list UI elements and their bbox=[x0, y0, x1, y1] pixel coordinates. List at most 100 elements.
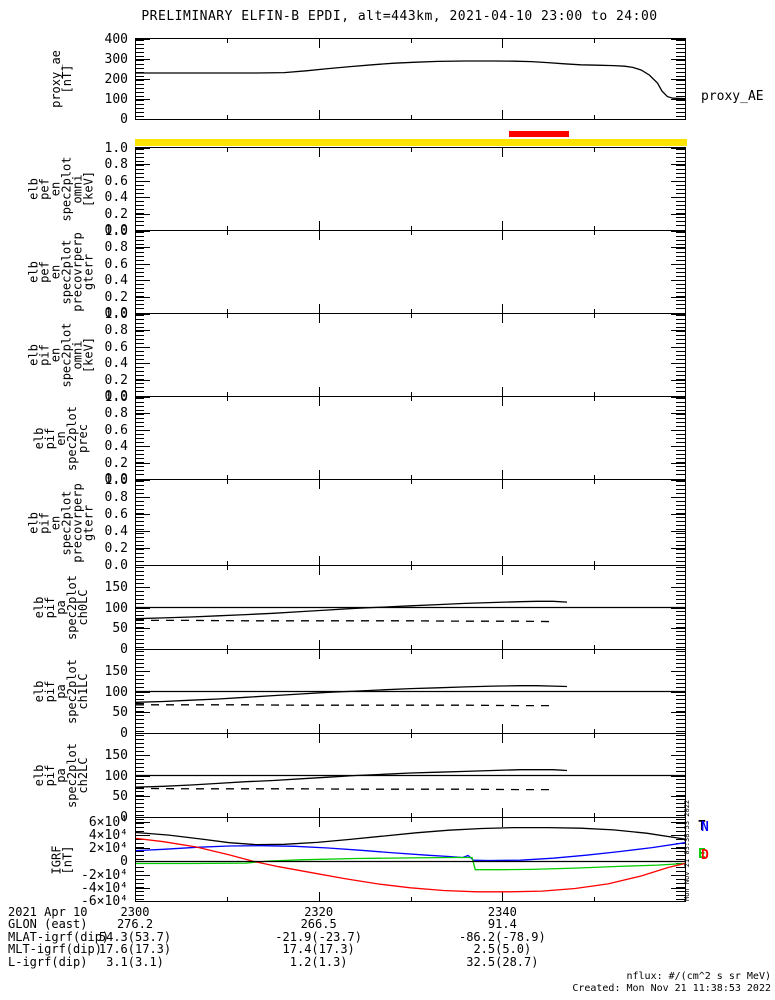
y-tick-label: 0.6 bbox=[104, 340, 128, 355]
y-major-tick-right bbox=[671, 430, 685, 431]
y-tick-label: 0.4 bbox=[104, 273, 128, 288]
y-tick-label: 100 bbox=[104, 601, 128, 616]
panel-ylabel-text: elb pif en spec2plot precovrperp gterr bbox=[26, 482, 96, 563]
y-major-tick-left bbox=[136, 497, 150, 498]
series-losscone_ch0 bbox=[136, 619, 554, 623]
x-minor-tick bbox=[227, 392, 228, 396]
y-tick-label: 0.8 bbox=[104, 490, 128, 505]
y-major-tick-right bbox=[671, 297, 685, 298]
y-tick-label: 0.0 bbox=[104, 306, 128, 321]
y-major-tick-left bbox=[136, 231, 150, 232]
y-major-tick-right bbox=[671, 822, 685, 823]
y-major-tick-right bbox=[671, 531, 685, 532]
y-minor-ticks-right bbox=[676, 315, 685, 395]
x-major-tick bbox=[502, 556, 503, 565]
x-minor-tick bbox=[411, 148, 412, 152]
y-major-tick-left bbox=[136, 39, 150, 40]
x-minor-tick bbox=[411, 480, 412, 484]
x-minor-tick bbox=[594, 734, 595, 738]
panel-igrf bbox=[135, 817, 686, 902]
y-major-tick-left bbox=[136, 608, 150, 609]
y-minor-ticks-right bbox=[676, 481, 685, 564]
y-major-tick-right bbox=[671, 480, 685, 481]
x-minor-tick bbox=[227, 115, 228, 119]
x-minor-tick bbox=[227, 650, 228, 654]
series-losscone_ch2 bbox=[135, 787, 554, 791]
y-tick-label: 150 bbox=[104, 748, 128, 763]
x-major-tick bbox=[319, 314, 320, 323]
bottom-row-value: 54.3(53.7) bbox=[98, 929, 172, 944]
igrf-legend-T: T bbox=[698, 819, 706, 834]
x-major-tick bbox=[502, 110, 503, 119]
y-major-tick-left bbox=[136, 347, 150, 348]
series-proxy_ae bbox=[136, 60, 686, 100]
panel-ylabel-elb_pef_en_precovrperp_gterr: elb pef en spec2plot precovrperp gterr bbox=[22, 230, 102, 314]
series-losscone_ch1 bbox=[136, 704, 554, 707]
y-tick-label: 4×10⁴ bbox=[88, 828, 128, 843]
series-igrf_D bbox=[135, 837, 686, 893]
y-major-tick-right bbox=[671, 231, 685, 232]
y-major-tick-right bbox=[671, 330, 685, 331]
x-minor-tick bbox=[594, 231, 595, 235]
y-major-tick-left bbox=[136, 214, 150, 215]
x-minor-tick bbox=[594, 650, 595, 654]
bottom-row-label: GLON (east) bbox=[8, 917, 88, 932]
y-major-tick-left bbox=[136, 671, 150, 672]
y-major-tick-left bbox=[136, 99, 150, 100]
x-minor-tick bbox=[411, 226, 412, 230]
y-tick-label: 0.0 bbox=[104, 558, 128, 573]
x-tick-label: 2320 bbox=[304, 905, 334, 919]
x-major-tick bbox=[502, 314, 503, 323]
y-major-tick-left bbox=[136, 197, 150, 198]
y-major-tick-left bbox=[136, 181, 150, 182]
y-tick-label: 0 bbox=[120, 642, 128, 657]
x-minor-tick bbox=[411, 734, 412, 738]
bottom-row-value: 91.4 bbox=[487, 917, 517, 932]
x-major-tick bbox=[319, 480, 320, 489]
y-tick-label: 0.8 bbox=[104, 323, 128, 338]
y-major-tick-right bbox=[671, 347, 685, 348]
panel-ylabel-elb_pif_en_spec2plot_omni: elb pif en spec2plot omni [keV] bbox=[22, 313, 102, 397]
y-major-tick-right bbox=[671, 888, 685, 889]
y-tick-label: 1.0 bbox=[104, 473, 128, 488]
y-tick-label: 0.8 bbox=[104, 157, 128, 172]
yellow-flag-bar bbox=[135, 139, 687, 146]
bottom-row-value: 3.1(3.1) bbox=[106, 954, 164, 969]
x-minor-tick bbox=[594, 392, 595, 396]
x-major-tick bbox=[502, 39, 503, 48]
y-tick-label: 1.0 bbox=[104, 307, 128, 322]
x-minor-tick bbox=[594, 645, 595, 649]
x-minor-tick bbox=[227, 645, 228, 649]
y-major-tick-right bbox=[671, 497, 685, 498]
x-minor-tick bbox=[411, 475, 412, 479]
bottom-row-label: L-igrf(dip) bbox=[8, 954, 88, 969]
panel-ylabel-text: IGRF [nT] bbox=[49, 845, 74, 874]
y-tick-label: 0.6 bbox=[104, 423, 128, 438]
y-major-tick-left bbox=[136, 776, 150, 777]
y-tick-label: 50 bbox=[112, 705, 128, 720]
y-major-tick-right bbox=[671, 181, 685, 182]
y-minor-ticks-right bbox=[676, 232, 685, 312]
x-major-tick bbox=[502, 734, 503, 743]
y-tick-label: 0.4 bbox=[104, 190, 128, 205]
x-major-tick bbox=[319, 221, 320, 230]
x-major-tick bbox=[502, 480, 503, 489]
y-major-tick-left bbox=[136, 59, 150, 60]
y-major-tick-right bbox=[671, 796, 685, 797]
bottom-row-value: 17.4(17.3) bbox=[282, 942, 355, 957]
x-major-tick bbox=[502, 808, 503, 817]
y-major-tick-right bbox=[671, 164, 685, 165]
y-tick-label: 0.4 bbox=[104, 356, 128, 371]
x-minor-tick bbox=[227, 475, 228, 479]
y-tick-label: 6×10⁴ bbox=[88, 815, 128, 830]
x-major-tick bbox=[319, 724, 320, 733]
x-minor-tick bbox=[594, 813, 595, 817]
y-minor-ticks-left bbox=[136, 481, 144, 564]
y-major-tick-right bbox=[671, 548, 685, 549]
y-major-tick-right bbox=[671, 214, 685, 215]
y-major-tick-right bbox=[671, 671, 685, 672]
bottom-row-value: 17.6(17.3) bbox=[98, 942, 172, 957]
side-timestamp: Mon Nov 21 03:38:53 2022 bbox=[683, 799, 691, 901]
series-igrf_T bbox=[135, 826, 686, 846]
y-major-tick-right bbox=[671, 99, 685, 100]
